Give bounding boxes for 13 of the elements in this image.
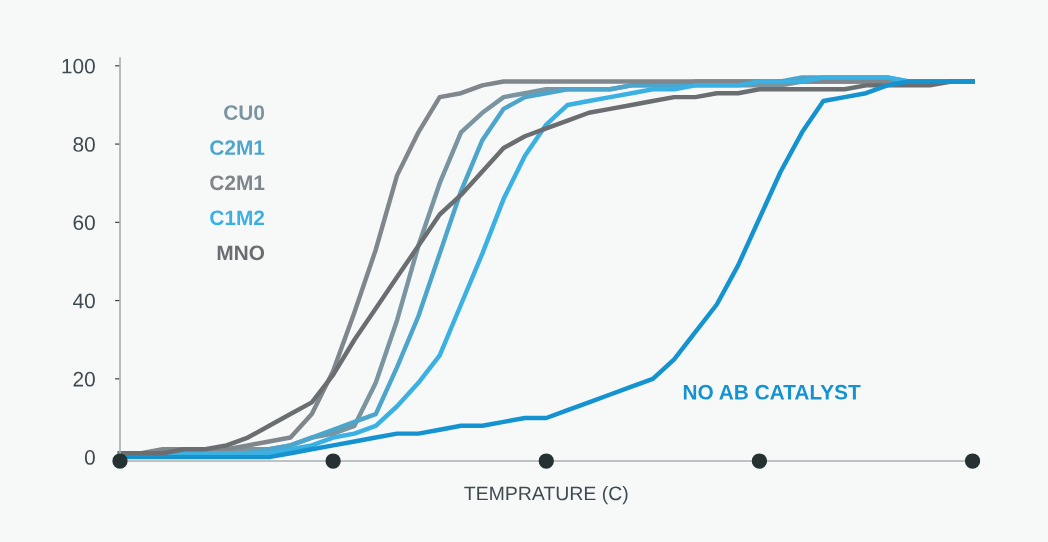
y-tick-label: 80 [73, 137, 95, 152]
y-tick-label: 40 [73, 293, 95, 309]
y-tick-label: 20 [73, 371, 95, 387]
text: MNO [217, 245, 265, 261]
text: CU0 [224, 105, 265, 121]
series-label: NO AB CATALYST [683, 384, 861, 400]
y-tick-label: 60 [73, 215, 95, 231]
text: C2M1 [210, 175, 265, 191]
y-tick-label: 100 [62, 58, 95, 74]
text: C1M2 [210, 210, 265, 226]
y-tick-label: 0 [84, 450, 95, 465]
x-axis-title: TEMPRATURE (C) [464, 486, 628, 505]
text: C2M1 [210, 140, 265, 156]
